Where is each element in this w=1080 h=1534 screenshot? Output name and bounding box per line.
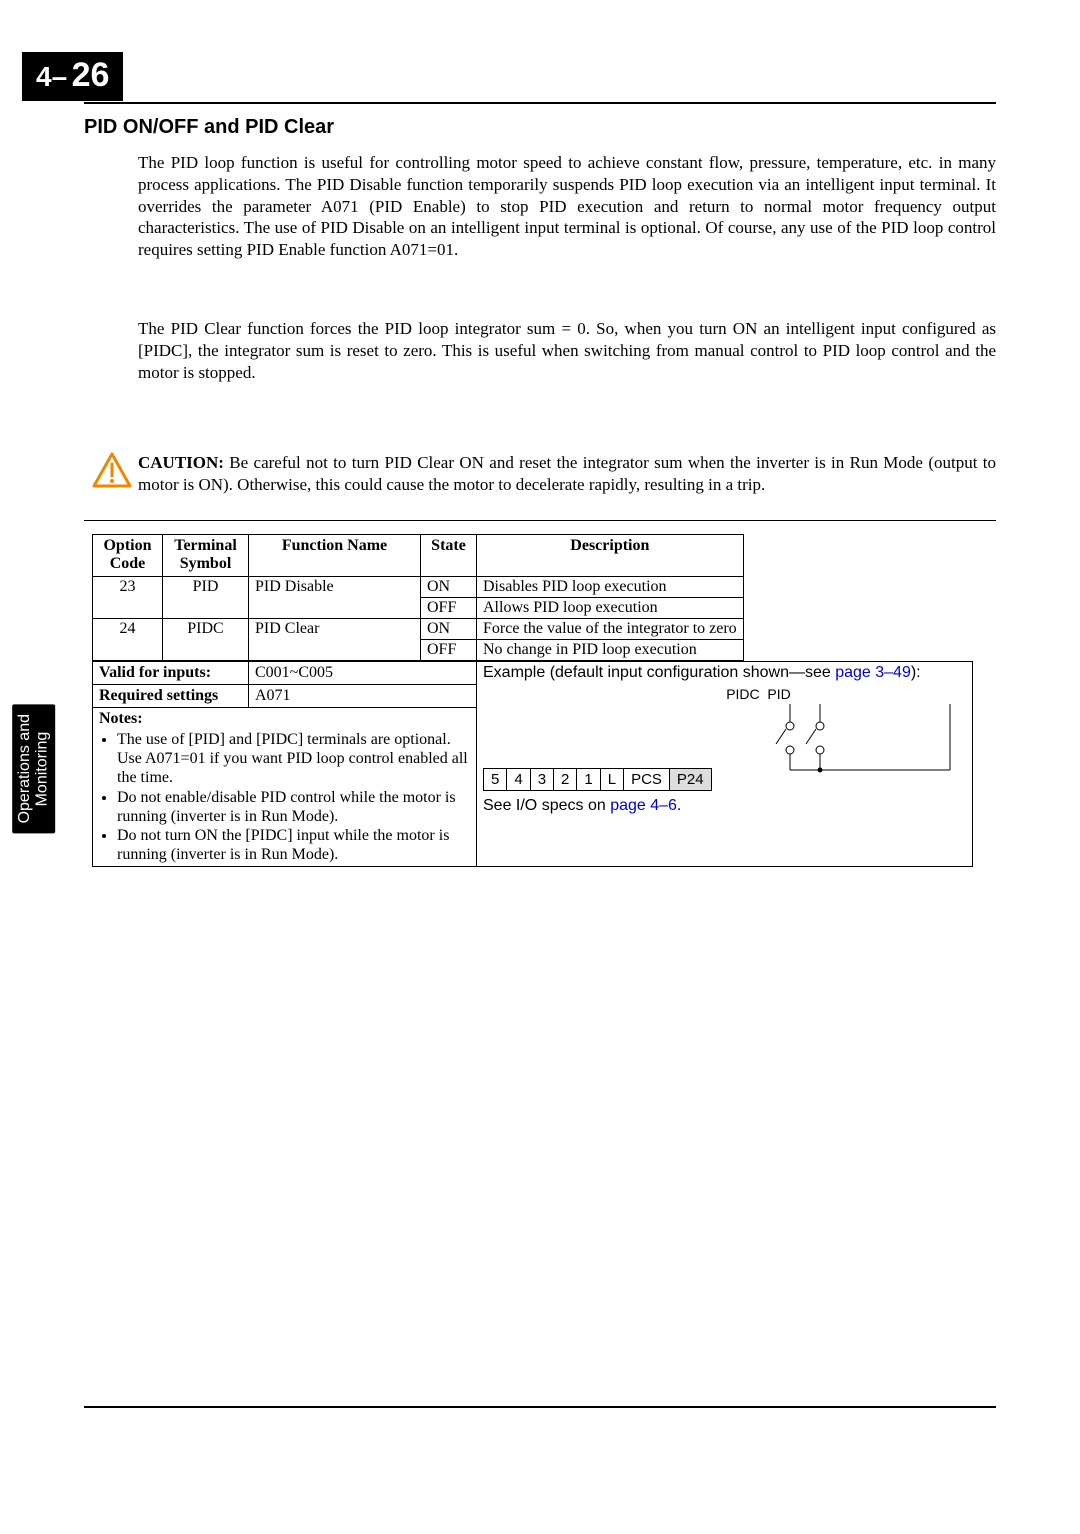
cell-function-name: PID Disable [249, 576, 421, 618]
pidc-label: PIDC [726, 686, 759, 702]
example-cell: Example (default input configuration sho… [477, 662, 973, 867]
terminal: 5 [484, 769, 507, 790]
example-suffix: ): [911, 664, 921, 681]
chapter-number: 4 [36, 61, 52, 92]
mid-rule [84, 520, 996, 521]
cell-description: Disables PID loop execution [477, 576, 744, 597]
table-row: Valid for inputs: C001~C005 Example (def… [93, 662, 973, 685]
cell-option-code: 23 [93, 576, 163, 618]
table-row: 23 PID PID Disable ON Disables PID loop … [93, 576, 744, 597]
table-row: 24 PIDC PID Clear ON Force the value of … [93, 618, 744, 639]
th-state: State [421, 535, 477, 577]
valid-inputs-label: Valid for inputs: [93, 662, 249, 685]
pid-label: PID [767, 686, 790, 702]
side-tab-label: Operations and Monitoring [12, 704, 55, 833]
cell-terminal-symbol: PID [163, 576, 249, 618]
notes-list: The use of [PID] and [PIDC] terminals ar… [117, 730, 470, 864]
notes-label: Notes: [99, 710, 143, 727]
valid-inputs-value: C001~C005 [249, 662, 477, 685]
example-text: Example (default input configuration sho… [483, 664, 835, 681]
terminal-p24: P24 [670, 769, 711, 790]
caution-icon [92, 452, 132, 488]
diagram-top-labels: PIDC PID [483, 686, 966, 702]
details-table: Valid for inputs: C001~C005 Example (def… [92, 661, 973, 867]
cell-description: Allows PID loop execution [477, 597, 744, 618]
page-number-badge: 4– 26 [22, 52, 123, 101]
caution-paragraph: CAUTION: Be careful not to turn PID Clea… [138, 452, 996, 496]
cell-function-name: PID Clear [249, 618, 421, 660]
cell-description: No change in PID loop execution [477, 639, 744, 660]
caution-body: Be careful not to turn PID Clear ON and … [138, 453, 996, 494]
cell-option-code: 24 [93, 618, 163, 660]
bottom-rule [84, 1406, 996, 1408]
list-item: Do not turn ON the [PIDC] input while th… [117, 826, 470, 864]
switch-diagram-icon [716, 704, 966, 784]
terminal-strip: 5 4 3 2 1 L PCS P24 [483, 768, 712, 791]
terminal: PCS [624, 769, 670, 790]
terminal: 2 [554, 769, 577, 790]
page-link[interactable]: page 4–6 [610, 797, 677, 814]
badge-separator: – [52, 61, 68, 92]
th-option-code: Option Code [93, 535, 163, 577]
function-table: Option Code Terminal Symbol Function Nam… [92, 534, 744, 661]
required-settings-label: Required settings [93, 685, 249, 708]
list-item: The use of [PID] and [PIDC] terminals ar… [117, 730, 470, 788]
cell-state: OFF [421, 597, 477, 618]
caution-label: CAUTION: [138, 453, 224, 472]
cell-state: ON [421, 618, 477, 639]
page-link[interactable]: page 3–49 [835, 664, 911, 681]
io-text: See I/O specs on [483, 797, 610, 814]
notes-cell: Notes: The use of [PID] and [PIDC] termi… [93, 708, 477, 867]
list-item: Do not enable/disable PID control while … [117, 788, 470, 826]
cell-state: OFF [421, 639, 477, 660]
top-rule [84, 102, 996, 104]
wiring-diagram: PIDC PID 5 4 3 2 1 L PCS P24 [483, 686, 966, 791]
paragraph-1: The PID loop function is useful for cont… [138, 152, 996, 261]
required-settings-value: A071 [249, 685, 477, 708]
terminal: L [601, 769, 624, 790]
io-suffix: . [677, 797, 681, 814]
terminal: 3 [531, 769, 554, 790]
th-function-name: Function Name [249, 535, 421, 577]
cell-terminal-symbol: PIDC [163, 618, 249, 660]
table-header-row: Option Code Terminal Symbol Function Nam… [93, 535, 744, 577]
paragraph-2: The PID Clear function forces the PID lo… [138, 318, 996, 383]
cell-state: ON [421, 576, 477, 597]
page-number: 26 [72, 56, 110, 94]
section-heading: PID ON/OFF and PID Clear [84, 116, 334, 139]
terminal: 4 [507, 769, 530, 790]
th-terminal-symbol: Terminal Symbol [163, 535, 249, 577]
th-description: Description [477, 535, 744, 577]
cell-description: Force the value of the integrator to zer… [477, 618, 744, 639]
terminal: 1 [577, 769, 600, 790]
